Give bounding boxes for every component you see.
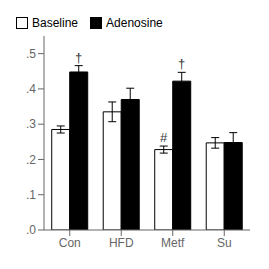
html-text:Baseline: Baseline bbox=[32, 16, 78, 30]
svg-text:Su: Su bbox=[217, 236, 232, 250]
svg-text:HFD: HFD bbox=[109, 236, 134, 250]
svg-text:.1: .1 bbox=[26, 188, 36, 202]
svg-text:†: † bbox=[75, 50, 82, 65]
svg-text:.4: .4 bbox=[26, 82, 36, 96]
svg-text:Con: Con bbox=[59, 236, 81, 250]
svg-text:.0: .0 bbox=[26, 223, 36, 237]
svg-text:.5: .5 bbox=[26, 47, 36, 61]
html-text:Adenosine: Adenosine bbox=[106, 16, 163, 30]
svg-text:Metf: Metf bbox=[161, 236, 185, 250]
svg-text:.3: .3 bbox=[26, 117, 36, 131]
svg-text:#: # bbox=[160, 130, 168, 145]
svg-text:.2: .2 bbox=[26, 153, 36, 167]
svg-text:†: † bbox=[178, 56, 185, 71]
